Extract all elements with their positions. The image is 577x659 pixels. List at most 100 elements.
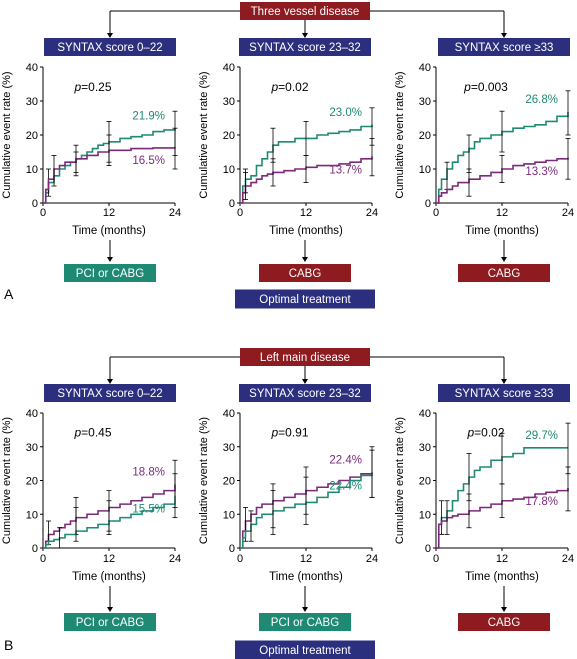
y-tick-label: 20: [419, 476, 431, 488]
y-tick-label: 30: [419, 96, 431, 108]
y-tick-label: 20: [223, 130, 235, 142]
x-tick-label: 12: [496, 553, 508, 565]
syntax-score-header-label: SYNTAX score ≥33: [455, 42, 554, 54]
x-axis-label: Time (months): [72, 225, 146, 237]
y-tick-label: 40: [26, 408, 38, 420]
syntax-score-header: [438, 38, 570, 56]
y-tick-label: 30: [223, 442, 235, 454]
series-line-teal: [43, 128, 176, 204]
end-value-label: 29.7%: [525, 430, 558, 442]
arrow-to-header-2-head: [302, 379, 308, 384]
y-tick-label: 30: [223, 96, 235, 108]
x-axis-label: Time (months): [269, 225, 343, 237]
end-value-label: 22.4%: [329, 480, 362, 492]
y-axis-label: Cumulative event rate (%): [198, 71, 210, 198]
x-tick-label: 24: [562, 207, 574, 219]
panel-letter: A: [4, 286, 14, 302]
treatment-box: [458, 264, 550, 282]
panel-letter: B: [4, 637, 13, 653]
series-line-purple: [240, 156, 373, 204]
x-tick-label: 0: [40, 553, 46, 565]
y-tick-label: 20: [26, 130, 38, 142]
treatment-box-label: PCI or CABG: [271, 617, 339, 629]
arrow-to-header-1-head: [107, 379, 113, 384]
treatment-box-label: CABG: [488, 617, 521, 629]
x-axis-label: Time (months): [465, 571, 539, 583]
arrow-to-header-3-head: [501, 33, 507, 38]
x-tick-label: 12: [496, 207, 508, 219]
x-tick-label: 24: [169, 553, 181, 565]
disease-box-label: Three vessel disease: [251, 6, 360, 18]
y-tick-label: 40: [223, 408, 235, 420]
treatment-box: [259, 264, 351, 282]
disease-box: [240, 348, 370, 366]
x-axis-label: Time (months): [72, 571, 146, 583]
y-tick-label: 0: [229, 543, 235, 555]
p-value: p=0.91: [270, 426, 308, 440]
p-value-number: =0.003: [471, 80, 508, 94]
y-tick-label: 10: [419, 509, 431, 521]
syntax-score-header-label: SYNTAX score 23–32: [249, 42, 361, 54]
end-value-label: 21.9%: [132, 111, 165, 123]
y-axis-label: Cumulative event rate (%): [394, 71, 406, 198]
y-tick-label: 30: [26, 96, 38, 108]
arrow-to-treatment-head: [501, 257, 507, 262]
syntax-score-header: [239, 384, 371, 402]
p-value-symbol: p: [73, 80, 81, 94]
arrow-to-treatment-head: [107, 257, 113, 262]
y-tick-label: 10: [26, 164, 38, 176]
treatment-box: [64, 264, 156, 282]
series-line-teal: [240, 124, 373, 204]
end-value-label: 22.4%: [329, 454, 362, 466]
p-value: p=0.02: [270, 80, 308, 94]
y-tick-label: 40: [26, 62, 38, 74]
syntax-score-header: [44, 38, 176, 56]
p-value-symbol: p: [463, 80, 471, 94]
treatment-box-label: PCI or CABG: [76, 268, 144, 280]
end-value-label: 18.8%: [132, 467, 165, 479]
y-axis-label: Cumulative event rate (%): [394, 417, 406, 544]
y-tick-label: 20: [223, 476, 235, 488]
x-tick-label: 24: [169, 207, 181, 219]
x-tick-label: 12: [300, 207, 312, 219]
arrow-to-treatment-head: [302, 257, 308, 262]
y-tick-label: 10: [26, 509, 38, 521]
syntax-score-header: [438, 384, 570, 402]
syntax-score-header: [44, 384, 176, 402]
arrow-to-header-3-head: [501, 379, 507, 384]
treatment-box-label: CABG: [289, 268, 322, 280]
x-tick-label: 24: [562, 553, 574, 565]
disease-box-label: Left main disease: [260, 352, 350, 364]
end-value-label: 15.5%: [132, 504, 165, 516]
y-tick-label: 40: [419, 62, 431, 74]
arrow-to-header-1-head: [107, 33, 113, 38]
p-value-number: =0.45: [81, 426, 112, 440]
arrow-to-header-2-head: [302, 33, 308, 38]
optimal-treatment-box: [235, 640, 375, 659]
arrow-to-treatment-head: [501, 607, 507, 612]
y-tick-label: 40: [419, 408, 431, 420]
x-tick-label: 12: [103, 207, 115, 219]
syntax-score-header-label: SYNTAX score 0–22: [57, 42, 162, 54]
y-tick-label: 0: [425, 543, 431, 555]
p-value-symbol: p: [466, 426, 474, 440]
y-axis-label: Cumulative event rate (%): [1, 417, 13, 544]
y-tick-label: 0: [229, 198, 235, 210]
syntax-score-header-label: SYNTAX score ≥33: [455, 388, 554, 400]
y-tick-label: 10: [419, 164, 431, 176]
end-value-label: 13.3%: [525, 166, 558, 178]
end-value-label: 13.7%: [329, 164, 362, 176]
syntax-score-header-label: SYNTAX score 23–32: [249, 388, 361, 400]
series-line-purple: [436, 157, 569, 204]
y-tick-label: 20: [419, 130, 431, 142]
disease-box: [240, 2, 370, 20]
p-value-number: =0.02: [278, 80, 309, 94]
syntax-score-header: [239, 38, 371, 56]
y-axis-label: Cumulative event rate (%): [198, 417, 210, 544]
end-value-label: 17.8%: [525, 496, 558, 508]
y-tick-label: 30: [26, 442, 38, 454]
y-axis-label: Cumulative event rate (%): [1, 71, 13, 198]
treatment-box: [64, 613, 156, 631]
x-tick-label: 12: [103, 553, 115, 565]
end-value-label: 26.8%: [525, 94, 558, 106]
